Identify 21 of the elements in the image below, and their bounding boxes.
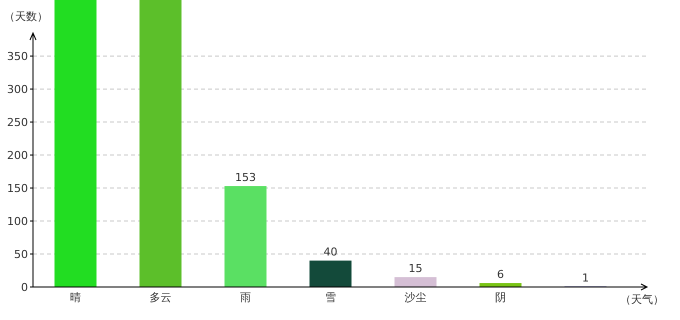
y-tick-label: 100 (7, 215, 28, 228)
y-axis-title: （天数） (4, 10, 48, 23)
data-label: 6 (497, 268, 504, 282)
y-tick-label: 200 (7, 149, 28, 162)
x-tick-label: 晴 (70, 291, 81, 304)
data-label: 153 (235, 171, 256, 184)
y-tick-label: 150 (7, 182, 28, 196)
y-tick-label: 250 (7, 116, 28, 130)
y-tick-label: 50 (14, 248, 28, 262)
x-tick-label: 沙尘 (404, 291, 426, 304)
data-label: 40 (324, 246, 338, 259)
data-label: 15 (408, 262, 422, 276)
x-tick-label: 阴 (495, 291, 506, 304)
y-tick-label: 350 (7, 50, 28, 64)
x-axis-title: （天气） (620, 293, 664, 306)
y-tick-label: 0 (21, 281, 28, 294)
x-tick-label: 多云 (150, 291, 172, 304)
data-label: 1 (582, 271, 589, 284)
y-tick-label: 300 (7, 83, 28, 96)
x-tick-label: 雨 (240, 291, 251, 304)
x-tick-label: 雪 (325, 291, 336, 304)
